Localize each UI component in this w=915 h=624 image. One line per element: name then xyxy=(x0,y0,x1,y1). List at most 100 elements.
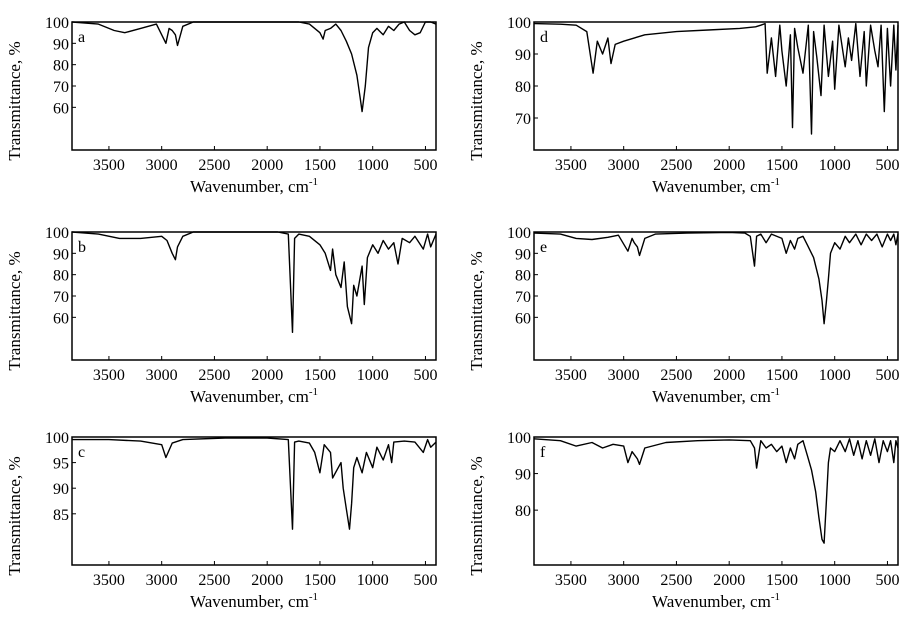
y-axis-label: Transmittance, % xyxy=(467,251,486,370)
x-tick-label: 1000 xyxy=(819,572,851,589)
x-tick-label: 2500 xyxy=(660,367,692,384)
x-tick-label: 2000 xyxy=(713,572,745,589)
chart-svg-f: 100 90 80 3500 3000 2500 2000 1500 1000 500 f Waven… xyxy=(467,430,899,611)
x-tick-label: 3500 xyxy=(555,157,587,174)
x-axis-label-superscript: -1 xyxy=(309,386,318,398)
x-tick-label: 500 xyxy=(875,367,899,384)
spectrum-line xyxy=(71,231,437,334)
x-tick-label: 2500 xyxy=(198,367,230,384)
x-tick-label: 1500 xyxy=(304,572,336,589)
x-axis-label-text: Wavenumber, cm xyxy=(652,387,771,406)
x-tick-label: 1500 xyxy=(766,367,798,384)
x-axis-label-superscript: -1 xyxy=(771,176,780,188)
chart-svg-c: 100 95 90 85 3500 3000 2500 2000 1500 1000 500 c Wav… xyxy=(5,430,437,611)
x-axis-label-text: Wavenumber, cm xyxy=(652,177,771,196)
y-axis-label: Transmittance, % xyxy=(467,41,486,160)
panel-letter: c xyxy=(78,444,85,461)
y-tick-label: 60 xyxy=(53,100,69,117)
x-tick-label: 1000 xyxy=(819,157,851,174)
panel-letter: e xyxy=(540,239,547,256)
y-tick-label: 90 xyxy=(53,481,69,498)
y-tick-label: 100 xyxy=(45,430,69,447)
plot-frame xyxy=(533,436,899,566)
x-tick-label: 2500 xyxy=(660,572,692,589)
x-tick-label: 1500 xyxy=(304,157,336,174)
spectrum-line xyxy=(533,22,899,135)
y-tick-label: 80 xyxy=(515,268,531,285)
spectrum-line xyxy=(533,438,899,544)
y-tick-label: 85 xyxy=(53,507,69,524)
y-axis-label: Transmittance, % xyxy=(467,456,486,575)
x-tick-label: 1500 xyxy=(766,157,798,174)
ir-spectrum-panel-f: 100 90 80 3500 3000 2500 2000 1500 1000 500 f Waven… xyxy=(462,415,902,615)
x-tick-label: 500 xyxy=(875,157,899,174)
y-tick-label: 90 xyxy=(53,246,69,263)
x-tick-label: 1000 xyxy=(357,157,389,174)
y-tick-label: 90 xyxy=(515,246,531,263)
x-axis-label: Wavenumber, cm-1 xyxy=(652,386,780,406)
x-tick-label: 500 xyxy=(413,157,437,174)
x-tick-label: 3000 xyxy=(608,367,640,384)
x-tick-label: 2000 xyxy=(713,367,745,384)
y-tick-label: 80 xyxy=(515,79,531,96)
x-tick-label: 3000 xyxy=(146,157,178,174)
y-tick-label: 70 xyxy=(53,79,69,96)
x-tick-label: 2000 xyxy=(251,157,283,174)
ir-spectrum-panel-e: 100 90 80 70 60 3500 3000 2500 2000 1500 1000 500 e W… xyxy=(462,210,902,410)
x-axis-label: Wavenumber, cm-1 xyxy=(190,591,318,611)
y-tick-label: 60 xyxy=(515,310,531,327)
ir-spectrum-panel-a: 100 90 80 70 60 3500 3000 2500 2000 1500 1000 500 a W… xyxy=(0,0,440,200)
x-tick-label: 2500 xyxy=(198,572,230,589)
plot-frame xyxy=(71,21,437,151)
y-tick-label: 90 xyxy=(53,36,69,53)
spectrum-line xyxy=(71,21,437,113)
x-tick-label: 3000 xyxy=(146,572,178,589)
x-tick-label: 1500 xyxy=(304,367,336,384)
x-axis-label-superscript: -1 xyxy=(309,591,318,603)
x-tick-label: 3000 xyxy=(608,572,640,589)
x-axis-label-text: Wavenumber, cm xyxy=(652,592,771,611)
x-tick-label: 3000 xyxy=(146,367,178,384)
x-tick-label: 3500 xyxy=(93,367,125,384)
spectrum-line xyxy=(533,231,899,325)
x-tick-label: 2000 xyxy=(713,157,745,174)
y-tick-label: 80 xyxy=(53,58,69,75)
x-axis-label: Wavenumber, cm-1 xyxy=(652,176,780,196)
x-axis-label-text: Wavenumber, cm xyxy=(190,592,309,611)
y-tick-label: 95 xyxy=(53,456,69,473)
x-tick-label: 2500 xyxy=(660,157,692,174)
x-tick-label: 3000 xyxy=(608,157,640,174)
y-tick-label: 100 xyxy=(507,430,531,447)
ir-spectrum-panel-c: 100 95 90 85 3500 3000 2500 2000 1500 1000 500 c Wav… xyxy=(0,415,440,615)
x-tick-label: 1000 xyxy=(819,367,851,384)
y-axis-label: Transmittance, % xyxy=(5,41,24,160)
y-tick-label: 60 xyxy=(53,310,69,327)
y-tick-label: 100 xyxy=(45,15,69,32)
chart-svg-a: 100 90 80 70 60 3500 3000 2500 2000 1500 1000 500 a W… xyxy=(5,15,437,196)
panel-letter: a xyxy=(78,29,85,46)
y-axis-label: Transmittance, % xyxy=(5,456,24,575)
panel-letter: f xyxy=(540,444,546,461)
x-axis-label-text: Wavenumber, cm xyxy=(190,177,309,196)
x-tick-label: 2000 xyxy=(251,572,283,589)
x-axis-label: Wavenumber, cm-1 xyxy=(190,386,318,406)
x-axis-label-text: Wavenumber, cm xyxy=(190,387,309,406)
x-tick-label: 3500 xyxy=(93,157,125,174)
y-tick-label: 90 xyxy=(515,47,531,64)
x-tick-label: 1000 xyxy=(357,367,389,384)
plot-frame xyxy=(71,436,437,566)
y-axis-label: Transmittance, % xyxy=(5,251,24,370)
panel-letter: d xyxy=(540,29,548,46)
x-tick-label: 500 xyxy=(413,572,437,589)
y-tick-label: 70 xyxy=(515,111,531,128)
x-tick-label: 3500 xyxy=(555,572,587,589)
panel-letter: b xyxy=(78,239,86,256)
y-tick-label: 80 xyxy=(515,503,531,520)
y-tick-label: 100 xyxy=(507,15,531,32)
x-tick-label: 500 xyxy=(875,572,899,589)
x-axis-label: Wavenumber, cm-1 xyxy=(652,591,780,611)
x-tick-label: 3500 xyxy=(555,367,587,384)
x-tick-label: 1500 xyxy=(766,572,798,589)
x-tick-label: 2000 xyxy=(251,367,283,384)
x-tick-label: 2500 xyxy=(198,157,230,174)
